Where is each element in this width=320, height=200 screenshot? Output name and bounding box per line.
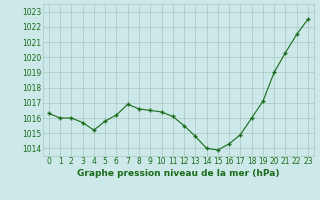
X-axis label: Graphe pression niveau de la mer (hPa): Graphe pression niveau de la mer (hPa) — [77, 169, 280, 178]
